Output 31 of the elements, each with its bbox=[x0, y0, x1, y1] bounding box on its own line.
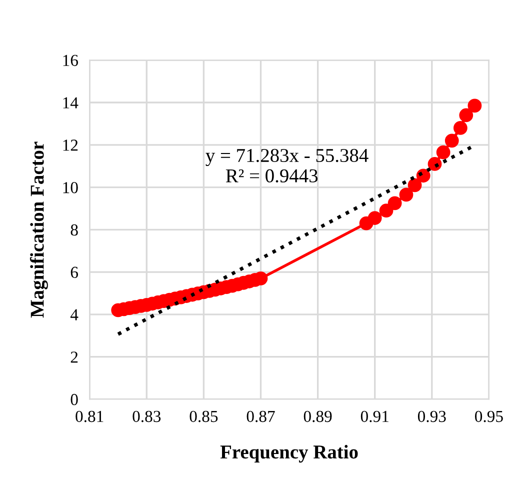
y-axis-title: Magnification Factor bbox=[30, 142, 48, 318]
y-tick-label: 16 bbox=[63, 54, 78, 66]
y-tick-label: 2 bbox=[70, 352, 78, 363]
point bbox=[388, 196, 402, 210]
point bbox=[436, 145, 450, 160]
annotation: y = 71.283x - 55.384 bbox=[206, 148, 368, 166]
point bbox=[444, 134, 459, 148]
y-tick-label: 8 bbox=[70, 224, 78, 236]
x-tick-label: 0.87 bbox=[246, 410, 275, 422]
x-tick-label: 0.95 bbox=[475, 410, 503, 422]
point bbox=[379, 204, 394, 218]
y-tick-label: 4 bbox=[70, 309, 78, 320]
point bbox=[408, 178, 422, 192]
point bbox=[399, 188, 414, 202]
x-axis-title: Frequency Ratio bbox=[220, 444, 358, 463]
x-tick-label: 0.85 bbox=[190, 410, 218, 422]
y-tick-label: 10 bbox=[63, 182, 78, 194]
x-tick-label: 0.81 bbox=[76, 410, 104, 422]
y-tick-label: 6 bbox=[70, 266, 78, 278]
point bbox=[453, 121, 468, 135]
x-tick-label: 0.83 bbox=[132, 410, 161, 422]
y-tick-label: 14 bbox=[63, 97, 78, 108]
x-tick-label: 0.91 bbox=[360, 410, 388, 422]
annotation: R² = 0.9443 bbox=[226, 169, 318, 182]
x-tick-label: 0.89 bbox=[304, 410, 332, 422]
x-tick-label: 0.93 bbox=[418, 410, 446, 422]
point bbox=[468, 98, 482, 113]
y-tick-label: 0 bbox=[70, 394, 78, 406]
point bbox=[459, 108, 474, 122]
point bbox=[368, 211, 382, 225]
y-tick-label: 12 bbox=[63, 140, 78, 151]
